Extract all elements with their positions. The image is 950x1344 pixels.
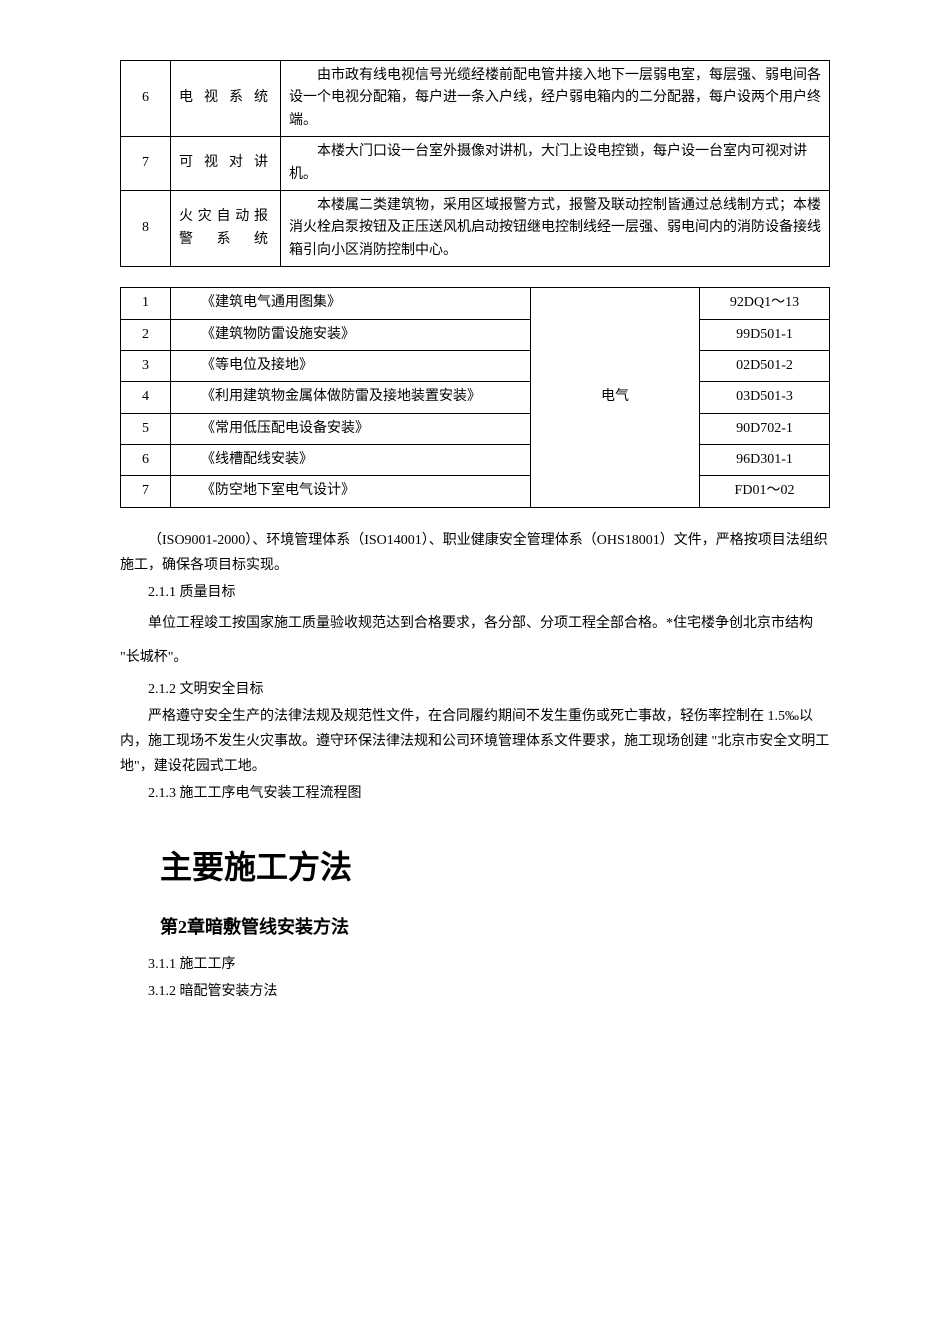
standard-code: 02D501-2	[700, 350, 830, 381]
row-number: 1	[121, 288, 171, 319]
row-number: 8	[121, 190, 171, 266]
system-description: 本楼大门口设一台室外摄像对讲机，大门上设电控锁，每户设一台室内可视对讲机。	[281, 137, 830, 191]
row-number: 6	[121, 445, 171, 476]
systems-table: 6 电视系统 由市政有线电视信号光缆经楼前配电管井接入地下一层弱电室，每层强、弱…	[120, 60, 830, 267]
section-213-title: 2.1.3 施工工序电气安装工程流程图	[120, 781, 830, 806]
standard-code: 99D501-1	[700, 319, 830, 350]
section-211-title: 2.1.1 质量目标	[120, 580, 830, 605]
standard-title: 《常用低压配电设备安装》	[171, 413, 531, 444]
table-row: 8 火灾自动报警系统 本楼属二类建筑物，采用区域报警方式，报警及联动控制皆通过总…	[121, 190, 830, 266]
standard-title: 《防空地下室电气设计》	[171, 476, 531, 507]
section-212-title: 2.1.2 文明安全目标	[120, 677, 830, 702]
standard-title: 《建筑电气通用图集》	[171, 288, 531, 319]
row-number: 6	[121, 61, 171, 137]
standards-table: 1 《建筑电气通用图集》 电气 92DQ1～13 2 《建筑物防雷设施安装》 9…	[120, 287, 830, 508]
table-row: 7 《防空地下室电气设计》 FD01～02	[121, 476, 830, 507]
row-number: 3	[121, 350, 171, 381]
standard-code: 90D702-1	[700, 413, 830, 444]
system-description: 由市政有线电视信号光缆经楼前配电管井接入地下一层弱电室，每层强、弱电间各设一个电…	[281, 61, 830, 137]
system-name: 可视对讲	[171, 137, 281, 191]
standard-code: 96D301-1	[700, 445, 830, 476]
row-number: 7	[121, 137, 171, 191]
table-row: 4 《利用建筑物金属体做防雷及接地装置安装》 03D501-3	[121, 382, 830, 413]
standard-code: FD01～02	[700, 476, 830, 507]
section-311: 3.1.1 施工工序	[120, 952, 830, 977]
standard-code: 92DQ1～13	[700, 288, 830, 319]
section-211-body: 单位工程竣工按国家施工质量验收规范达到合格要求，各分部、分项工程全部合格。*住宅…	[120, 607, 830, 674]
standard-title: 《利用建筑物金属体做防雷及接地装置安装》	[171, 382, 531, 413]
table-row: 7 可视对讲 本楼大门口设一台室外摄像对讲机，大门上设电控锁，每户设一台室内可视…	[121, 137, 830, 191]
section-heading: 第2章暗敷管线安装方法	[160, 913, 830, 942]
row-number: 2	[121, 319, 171, 350]
standard-title: 《建筑物防雷设施安装》	[171, 319, 531, 350]
table-row: 6 《线槽配线安装》 96D301-1	[121, 445, 830, 476]
system-description: 本楼属二类建筑物，采用区域报警方式，报警及联动控制皆通过总线制方式；本楼消火栓启…	[281, 190, 830, 266]
section-312: 3.1.2 暗配管安装方法	[120, 979, 830, 1004]
table-row: 1 《建筑电气通用图集》 电气 92DQ1～13	[121, 288, 830, 319]
table-row: 2 《建筑物防雷设施安装》 99D501-1	[121, 319, 830, 350]
standard-title: 《线槽配线安装》	[171, 445, 531, 476]
system-name: 电视系统	[171, 61, 281, 137]
category-label: 电气	[531, 288, 700, 508]
table-row: 3 《等电位及接地》 02D501-2	[121, 350, 830, 381]
table-row: 5 《常用低压配电设备安装》 90D702-1	[121, 413, 830, 444]
section-212-body: 严格遵守安全生产的法律法规及规范性文件，在合同履约期间不发生重伤或死亡事故，轻伤…	[120, 704, 830, 780]
standard-code: 03D501-3	[700, 382, 830, 413]
row-number: 5	[121, 413, 171, 444]
chapter-heading: 主要施工方法	[160, 842, 830, 893]
system-name: 火灾自动报警系统	[171, 190, 281, 266]
standard-title: 《等电位及接地》	[171, 350, 531, 381]
row-number: 4	[121, 382, 171, 413]
table-row: 6 电视系统 由市政有线电视信号光缆经楼前配电管井接入地下一层弱电室，每层强、弱…	[121, 61, 830, 137]
paragraph-iso: （ISO9001-2000）、环境管理体系（ISO14001）、职业健康安全管理…	[120, 528, 830, 578]
row-number: 7	[121, 476, 171, 507]
